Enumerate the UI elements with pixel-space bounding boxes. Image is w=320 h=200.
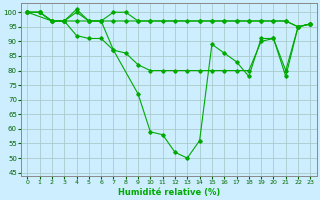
X-axis label: Humidité relative (%): Humidité relative (%) <box>118 188 220 197</box>
